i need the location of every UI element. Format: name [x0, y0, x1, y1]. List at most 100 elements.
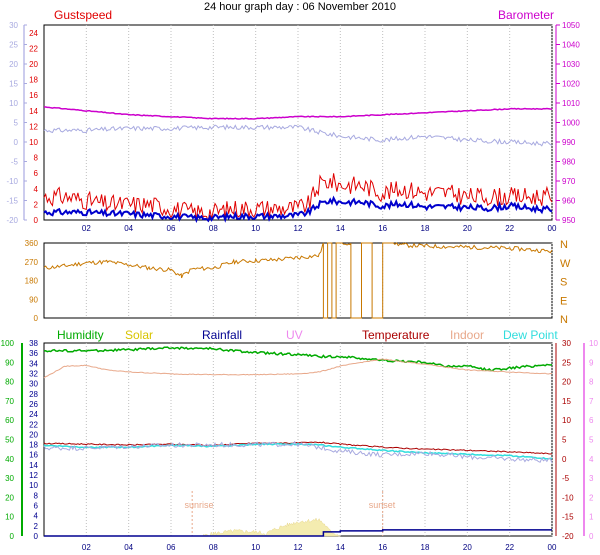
y-tick-baro-990: 990	[562, 138, 576, 147]
y-tick-uv-8: 8	[589, 378, 594, 387]
y-tick-temp-top-20: 20	[9, 60, 18, 69]
y-tick-uv-1: 1	[589, 513, 594, 522]
y-tick-gust-4: 4	[34, 185, 39, 194]
y-tick-baro-1000: 1000	[562, 119, 580, 128]
y-tick-temp-top--15: -15	[6, 197, 18, 206]
y-tick-baro-1010: 1010	[562, 99, 580, 108]
series-gust	[43, 173, 553, 222]
x-tick-top-00: 00	[548, 224, 557, 233]
y-tick-baro-1040: 1040	[562, 41, 580, 50]
y-tick-temp-bottom--20: -20	[562, 532, 574, 541]
y-tick-temp-bottom-25: 25	[562, 358, 571, 367]
x-tick-top-04: 04	[124, 224, 133, 233]
y-tick-dir-0: 0	[34, 314, 39, 323]
x-tick-bottom-08: 08	[209, 543, 218, 552]
y-tick-temp-bottom-20: 20	[562, 378, 571, 387]
y-tick-uv-0: 0	[589, 532, 594, 541]
y-tick-baro-1030: 1030	[562, 60, 580, 69]
x-tick-top-08: 08	[209, 224, 218, 233]
x-tick-top-20: 20	[463, 224, 472, 233]
y-tick-temp-top--5: -5	[11, 158, 19, 167]
x-tick-bottom-10: 10	[251, 543, 260, 552]
y-tick-temp-bottom-5: 5	[562, 436, 567, 445]
y-tick-baro-980: 980	[562, 158, 576, 167]
y-tick-rain-26: 26	[29, 400, 38, 409]
y-tick-gust-8: 8	[34, 154, 39, 163]
series-baro	[43, 106, 553, 120]
x-tick-top-06: 06	[167, 224, 176, 233]
x-tick-bottom-06: 06	[167, 543, 176, 552]
y-tick-gust-6: 6	[34, 169, 39, 178]
y-tick-gust-10: 10	[29, 138, 38, 147]
y-tick-baro-960: 960	[562, 197, 576, 206]
x-tick-top-14: 14	[336, 224, 345, 233]
y-tick-dir-360: 360	[25, 239, 39, 248]
y-tick-temp-top-25: 25	[9, 41, 18, 50]
y-tick-rain-30: 30	[29, 380, 38, 389]
x-tick-bottom-12: 12	[294, 543, 303, 552]
y-tick-gust-20: 20	[29, 60, 38, 69]
y-tick-baro-1050: 1050	[562, 21, 580, 30]
legend-uv: UV	[286, 328, 303, 342]
y-tick-uv-6: 6	[589, 416, 594, 425]
y-tick-temp-top-5: 5	[14, 119, 19, 128]
legend-humidity: Humidity	[57, 328, 104, 342]
y-tick-hum-60: 60	[5, 416, 14, 425]
x-tick-bottom-18: 18	[421, 543, 430, 552]
series-temp	[43, 123, 553, 147]
x-tick-bottom-00: 00	[548, 543, 557, 552]
y-tick-rain-20: 20	[29, 430, 38, 439]
x-tick-bottom-04: 04	[124, 543, 133, 552]
x-tick-top-12: 12	[294, 224, 303, 233]
y-tick-gust-14: 14	[29, 107, 38, 116]
y-tick-dir-180: 180	[25, 277, 39, 286]
y-tick-temp-bottom-0: 0	[562, 455, 567, 464]
panel1-series-group	[43, 106, 553, 224]
y-tick-temp-bottom-30: 30	[562, 339, 571, 348]
y-tick-temp-top-30: 30	[9, 21, 18, 30]
y-tick-uv-4: 4	[589, 455, 594, 464]
y-tick-rain-8: 8	[34, 491, 39, 500]
y-tick-gust-18: 18	[29, 76, 38, 85]
y-tick-uv-9: 9	[589, 358, 594, 367]
y-tick-temp-top-0: 0	[14, 138, 19, 147]
compass-2-S: S	[560, 277, 567, 289]
y-tick-gust-22: 22	[29, 44, 38, 53]
gustspeed-label: Gustspeed	[54, 8, 112, 22]
y-tick-hum-100: 100	[1, 339, 15, 348]
y-tick-hum-0: 0	[10, 532, 15, 541]
series-wind	[43, 195, 553, 224]
y-tick-rain-24: 24	[29, 410, 38, 419]
y-tick-baro-1020: 1020	[562, 80, 580, 89]
y-tick-uv-2: 2	[589, 493, 594, 502]
y-tick-uv-5: 5	[589, 436, 594, 445]
y-tick-rain-34: 34	[29, 359, 38, 368]
x-tick-top-10: 10	[251, 224, 260, 233]
y-tick-gust-24: 24	[29, 29, 38, 38]
y-tick-hum-20: 20	[5, 493, 14, 502]
y-tick-temp-bottom-15: 15	[562, 397, 571, 406]
x-tick-bottom-22: 22	[505, 543, 514, 552]
y-tick-gust-16: 16	[29, 91, 38, 100]
y-tick-rain-10: 10	[29, 481, 38, 490]
x-tick-bottom-14: 14	[336, 543, 345, 552]
y-tick-hum-50: 50	[5, 436, 14, 445]
legend-solar: Solar	[125, 328, 153, 342]
y-tick-gust-12: 12	[29, 122, 38, 131]
y-tick-rain-14: 14	[29, 461, 38, 470]
x-tick-top-22: 22	[505, 224, 514, 233]
y-tick-rain-32: 32	[29, 369, 38, 378]
legend-temperature: Temperature	[362, 328, 430, 342]
y-tick-temp-top--20: -20	[6, 216, 18, 225]
compass-4-N: N	[560, 314, 568, 326]
y-tick-uv-10: 10	[589, 339, 598, 348]
y-tick-rain-38: 38	[29, 339, 38, 348]
y-tick-hum-10: 10	[5, 513, 14, 522]
sunrise-label: sunrise	[184, 500, 213, 510]
y-tick-temp-top-15: 15	[9, 80, 18, 89]
series-solar	[202, 517, 341, 537]
y-tick-rain-36: 36	[29, 349, 38, 358]
y-tick-dir-90: 90	[29, 295, 38, 304]
page-title: 24 hour graph day : 06 November 2010	[204, 1, 396, 13]
